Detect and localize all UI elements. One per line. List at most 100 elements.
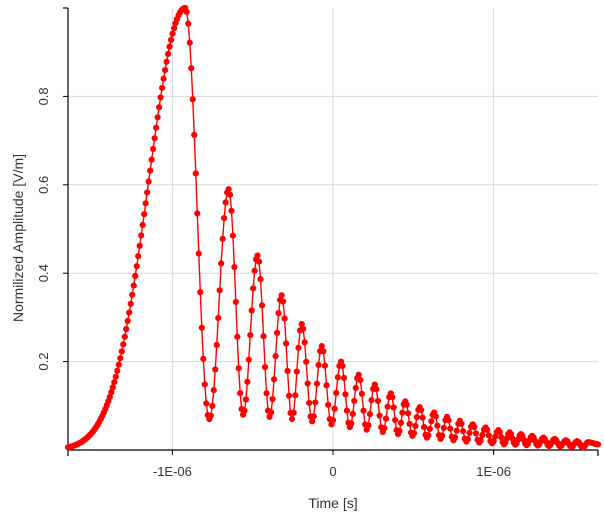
grid <box>68 8 598 450</box>
data-point <box>498 434 505 441</box>
data-point <box>163 58 170 65</box>
data-point <box>258 302 266 309</box>
data-point <box>331 405 338 412</box>
data-point <box>148 156 155 163</box>
data-point <box>321 362 329 369</box>
data-point <box>406 420 413 428</box>
data-point <box>464 435 472 443</box>
data-point <box>108 389 115 396</box>
data-point <box>445 417 452 424</box>
data-point <box>270 376 278 383</box>
data-point <box>200 355 207 362</box>
data-point <box>300 325 307 332</box>
data-point <box>420 423 428 431</box>
data-point <box>215 314 222 322</box>
data-point <box>471 423 478 431</box>
data-point <box>132 272 139 280</box>
data-point <box>157 94 164 101</box>
data-point <box>334 374 341 381</box>
data-point <box>218 260 225 267</box>
data-point <box>213 341 220 348</box>
data-point <box>127 300 134 307</box>
data-point <box>403 401 410 408</box>
data-point <box>260 333 267 340</box>
data-point <box>418 406 425 414</box>
data-point <box>222 199 229 206</box>
data-point <box>188 65 195 72</box>
data-point <box>281 315 288 322</box>
data-point <box>313 380 321 387</box>
data-point <box>153 124 160 131</box>
data-point <box>472 430 480 437</box>
data-point <box>357 376 364 384</box>
data-point <box>310 413 317 420</box>
data-point <box>312 399 319 406</box>
data-point <box>257 276 264 283</box>
data-point <box>183 8 190 16</box>
data-point <box>254 252 261 259</box>
data-point <box>118 348 125 355</box>
data-point <box>355 371 362 378</box>
data-point <box>164 50 172 58</box>
series-group <box>64 4 602 451</box>
data-point <box>333 389 340 397</box>
data-point <box>348 420 355 427</box>
data-point <box>280 298 287 305</box>
data-point <box>365 422 372 429</box>
data-point <box>144 189 151 196</box>
data-point <box>496 429 503 436</box>
data-point <box>413 413 420 421</box>
data-point <box>255 258 263 265</box>
data-point <box>159 84 166 92</box>
data-point <box>318 343 325 350</box>
data-point <box>275 310 282 317</box>
data-point <box>366 410 374 418</box>
data-point <box>405 410 412 417</box>
data-point <box>160 75 167 82</box>
data-point <box>282 340 290 347</box>
data-point <box>112 373 119 380</box>
data-point <box>245 356 252 363</box>
data-point <box>115 361 122 368</box>
data-point <box>479 431 486 439</box>
data-point <box>219 235 226 242</box>
data-point <box>492 433 499 440</box>
data-point <box>425 432 432 439</box>
data-point <box>267 409 275 416</box>
data-point <box>130 282 137 289</box>
data-point <box>109 384 116 391</box>
data-point <box>235 365 242 372</box>
data-point <box>390 404 397 411</box>
data-point <box>458 420 465 427</box>
data-point <box>440 424 447 431</box>
y-tick-label: 0.4 <box>36 264 51 282</box>
data-point <box>304 380 311 387</box>
data-point <box>221 215 228 222</box>
data-point <box>484 426 491 433</box>
data-point <box>349 410 356 418</box>
data-point <box>185 20 192 27</box>
data-point <box>226 191 234 198</box>
data-point <box>399 409 406 416</box>
data-point <box>210 387 217 394</box>
data-point <box>229 232 237 239</box>
data-point <box>207 412 214 419</box>
y-tick-label: 0.6 <box>36 176 51 194</box>
data-point <box>303 358 310 365</box>
data-point <box>434 422 441 429</box>
data-point <box>232 298 239 306</box>
data-point <box>459 428 467 435</box>
data-point <box>195 250 202 257</box>
data-point <box>150 145 157 153</box>
data-point <box>315 361 322 369</box>
data-point <box>135 253 142 260</box>
data-point <box>397 419 405 426</box>
x-tick-label: -1E-06 <box>153 464 192 479</box>
data-point <box>284 367 291 375</box>
data-point <box>241 407 248 414</box>
x-axis-label: Time [s] <box>308 495 357 511</box>
data-point <box>114 367 121 374</box>
data-point <box>352 384 359 391</box>
data-point <box>396 427 403 435</box>
